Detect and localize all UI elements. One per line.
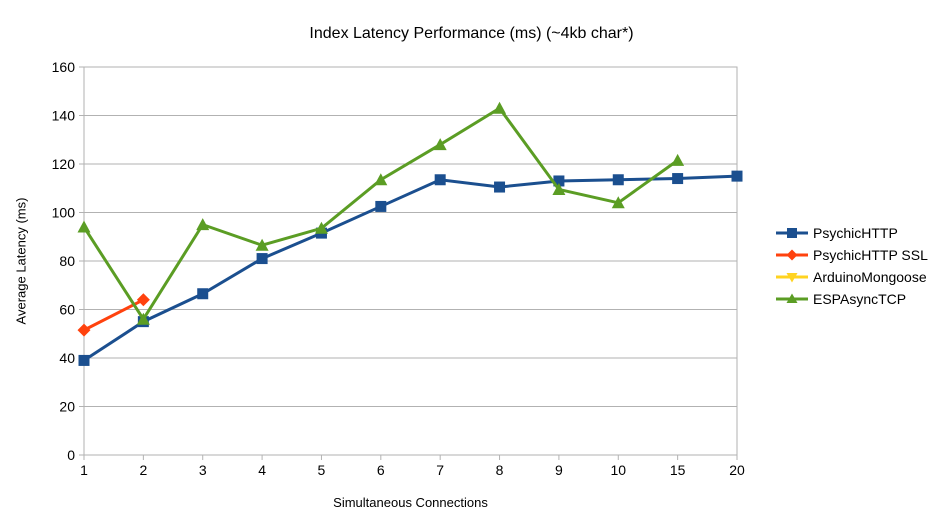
chart-legend: PsychicHTTP PsychicHTTP SSL ArduinoMongoos… — [776, 222, 928, 310]
data-point-marker — [314, 221, 328, 234]
legend-item-arduinomongoose: ArduinoMongoose — [776, 266, 928, 288]
x-tick-label: 3 — [199, 462, 207, 478]
data-point-marker — [77, 323, 91, 337]
x-tick-label: 6 — [377, 462, 385, 478]
legend-label: ESPAsyncTCP — [813, 291, 907, 307]
plot-border — [83, 66, 738, 456]
series-line-psychichttp — [83, 174, 738, 362]
y-tick-label: 140 — [52, 107, 76, 123]
x-tick-label: 4 — [258, 462, 266, 478]
data-point-marker — [731, 170, 743, 182]
data-point-marker — [493, 101, 507, 114]
x-axis-title: Simultaneous Connections — [333, 495, 488, 510]
data-point-marker — [434, 174, 446, 186]
y-tick-label: 120 — [52, 156, 76, 172]
y-tick-label: 0 — [67, 447, 75, 463]
x-tick-label: 1 — [80, 462, 88, 478]
legend-marker-icon — [776, 293, 808, 303]
y-tick-label: 40 — [59, 350, 75, 366]
legend-marker-icon — [776, 273, 808, 283]
x-tick-label: 9 — [555, 462, 563, 478]
series-line-espasynctcp — [82, 106, 679, 322]
y-tick-label: 60 — [59, 301, 75, 317]
data-point-marker — [374, 173, 388, 186]
y-axis-title: Average Latency (ms) — [13, 197, 29, 325]
data-point-marker — [552, 182, 566, 195]
y-tick-label: 80 — [59, 253, 75, 269]
legend-label: ArduinoMongoose — [813, 269, 927, 285]
legend-label: PsychicHTTP — [813, 225, 898, 241]
x-tick-label: 15 — [670, 462, 686, 478]
legend-item-psychichttp-ssl: PsychicHTTP SSL — [776, 244, 928, 266]
data-point-marker — [494, 181, 506, 193]
chart-title: Index Latency Performance (ms) (~4kb cha… — [309, 25, 634, 42]
legend-label: PsychicHTTP SSL — [813, 247, 928, 263]
data-point-marker — [433, 138, 447, 151]
data-point-marker — [136, 293, 150, 307]
data-point-marker — [197, 288, 209, 300]
x-tick-label: 5 — [318, 462, 326, 478]
data-point-marker — [136, 312, 150, 325]
data-point-marker — [672, 173, 684, 185]
y-tick-label: 160 — [52, 59, 76, 75]
data-point-marker — [612, 174, 624, 186]
legend-item-psychichttp: PsychicHTTP — [776, 222, 928, 244]
data-point-marker — [255, 238, 269, 251]
data-point-marker — [77, 220, 91, 233]
x-tick-label: 2 — [139, 462, 147, 478]
data-point-marker — [196, 218, 210, 231]
data-point-marker — [375, 200, 387, 212]
y-tick-label: 100 — [52, 204, 76, 220]
data-point-marker — [611, 196, 625, 209]
y-tick-label: 20 — [59, 398, 75, 414]
legend-item-espasynctcp: ESPAsyncTCP — [776, 288, 928, 310]
x-tick-label: 20 — [729, 462, 745, 478]
data-point-marker — [671, 153, 685, 166]
x-tick-label: 10 — [610, 462, 626, 478]
x-tick-label: 7 — [436, 462, 444, 478]
legend-marker-icon — [776, 228, 808, 238]
data-point-marker — [553, 175, 565, 187]
legend-marker-icon — [776, 249, 808, 261]
data-point-marker — [78, 354, 90, 366]
data-point-marker — [256, 253, 268, 265]
x-tick-label: 8 — [496, 462, 504, 478]
